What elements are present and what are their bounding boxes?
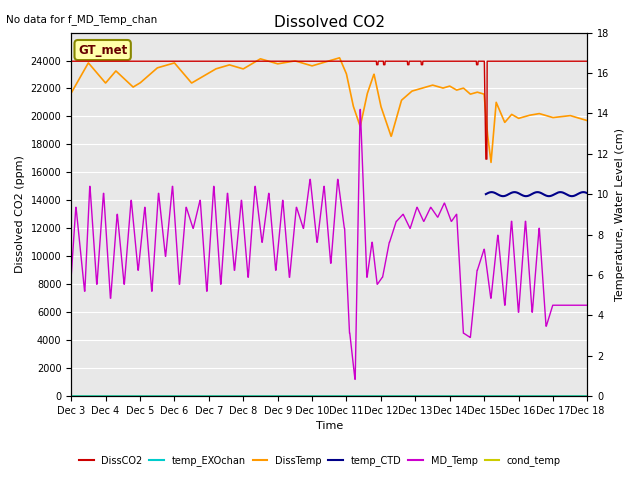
Y-axis label: Temperature, Water Level (cm): Temperature, Water Level (cm) — [615, 128, 625, 301]
Title: Dissolved CO2: Dissolved CO2 — [274, 15, 385, 30]
Text: GT_met: GT_met — [78, 44, 127, 57]
Legend: DissCO2, temp_EXOchan, DissTemp, temp_CTD, MD_Temp, cond_temp: DissCO2, temp_EXOchan, DissTemp, temp_CT… — [75, 452, 565, 470]
Text: No data for f_MD_Temp_chan: No data for f_MD_Temp_chan — [6, 14, 157, 25]
Y-axis label: Dissolved CO2 (ppm): Dissolved CO2 (ppm) — [15, 156, 25, 273]
X-axis label: Time: Time — [316, 421, 343, 432]
